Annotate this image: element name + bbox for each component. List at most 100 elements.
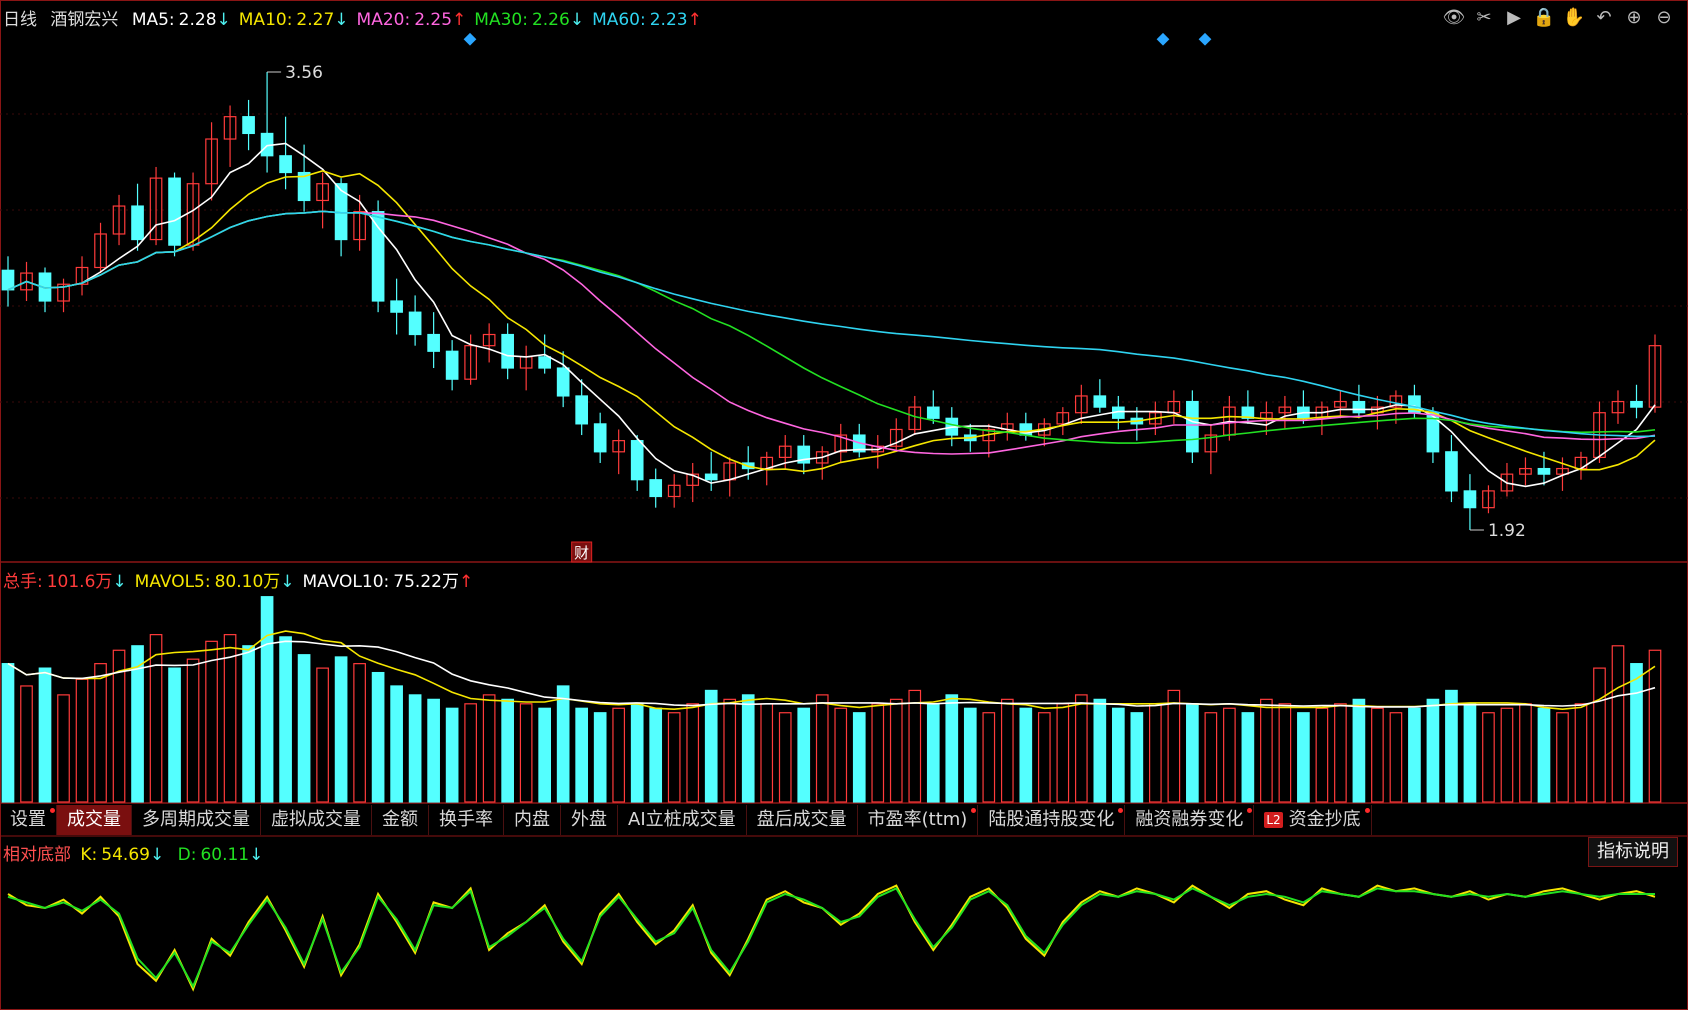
- ma-arrow: ↑: [687, 10, 702, 30]
- volume-bar: [408, 694, 422, 803]
- volume-value: 80.10万: [214, 572, 281, 592]
- high-price-label: 3.56: [285, 63, 323, 83]
- candle-body: [1056, 412, 1070, 425]
- tab-item[interactable]: 市盈率(ttm): [858, 805, 979, 835]
- k-legend: K: 54.69↓: [80, 845, 172, 865]
- tab-item[interactable]: 多周期成交量: [132, 805, 261, 835]
- zoom-in-icon[interactable]: ⊕: [1626, 7, 1642, 28]
- d-legend: D: 60.11↓: [178, 845, 272, 865]
- volume-bar: [1334, 703, 1347, 803]
- volume-legend-item: MAVOL5: 80.10万↓: [135, 572, 295, 592]
- ma-value: 2.26: [531, 10, 570, 30]
- tab-item[interactable]: 虚拟成交量: [261, 805, 372, 835]
- undo-icon[interactable]: ↶: [1596, 7, 1612, 28]
- volume-bar: [1037, 712, 1051, 803]
- ma60-line: [7, 210, 1656, 438]
- tab-label: 外盘: [571, 809, 607, 830]
- zoom-out-icon[interactable]: ⊖: [1656, 7, 1672, 28]
- ma-legend-item: MA5: 2.28↓: [132, 10, 231, 30]
- candle-body: [630, 440, 644, 481]
- tab-label: 设置: [10, 809, 46, 830]
- scissors-icon[interactable]: ✂: [1476, 7, 1492, 28]
- tab-item[interactable]: 陆股通持股变化: [978, 805, 1126, 835]
- eye-icon[interactable]: 👁: [1442, 7, 1466, 28]
- tab-label: 资金抄底: [1288, 809, 1361, 830]
- d-arrow: ↓: [249, 845, 264, 865]
- ma-value: 2.23: [649, 10, 688, 30]
- price-legend: 日线 酒钢宏兴 MA5: 2.28↓ MA10: 2.27↓ MA20: 2.25↑ MA3…: [3, 5, 718, 30]
- candle-body: [445, 350, 459, 380]
- volume-value: 101.6万: [46, 572, 113, 592]
- tab-label: 多周期成交量: [142, 809, 250, 830]
- ma20-line: [7, 210, 1656, 455]
- volume-bar: [186, 658, 200, 803]
- candle-body: [1556, 467, 1569, 475]
- volume-bar: [1352, 698, 1366, 803]
- mavol5-line: [7, 630, 1656, 711]
- tab-item[interactable]: 金额: [372, 805, 429, 835]
- candle-body: [1630, 400, 1643, 408]
- hand-icon[interactable]: ✋: [1562, 7, 1586, 28]
- candle-body: [1, 269, 15, 291]
- ma-arrow: ↓: [334, 10, 349, 30]
- tab-label: 内盘: [514, 809, 550, 830]
- indicator-help-button[interactable]: 指标说明: [1588, 837, 1678, 867]
- low-price-label: 1.92: [1488, 521, 1526, 541]
- k-value: 54.69: [101, 845, 150, 865]
- volume-bar: [667, 712, 681, 803]
- ma-label: MA20:: [356, 10, 411, 30]
- candle-body: [168, 177, 181, 246]
- ma-value: 2.28: [178, 10, 217, 30]
- tab-item[interactable]: L2 资金抄底: [1254, 805, 1372, 835]
- candle-body: [1334, 400, 1347, 408]
- tab-dot: [1118, 808, 1124, 813]
- volume-bar: [926, 703, 940, 803]
- volume-bar: [1463, 703, 1477, 803]
- tab-item[interactable]: 成交量: [57, 805, 132, 835]
- ma-legend-item: MA20: 2.25↑: [357, 10, 467, 30]
- volume-bar: [1315, 707, 1329, 803]
- volume-legend-item: 总手: 101.6万↓: [3, 572, 127, 592]
- volume-bar: [168, 667, 181, 803]
- candle-body: [482, 333, 496, 347]
- volume-bar: [1260, 698, 1273, 803]
- tab-label: AI立桩成交量: [628, 809, 736, 830]
- candle-body: [464, 345, 477, 380]
- volume-bar: [1186, 703, 1199, 803]
- volume-bar: [1371, 707, 1384, 803]
- tab-item[interactable]: 设置: [0, 805, 57, 835]
- volume-bar: [501, 698, 514, 803]
- event-marker-label: 财: [574, 544, 589, 562]
- volume-bar: [778, 712, 792, 803]
- volume-bar: [723, 698, 737, 803]
- tab-label: 陆股通持股变化: [988, 809, 1115, 830]
- ma-legend-item: MA10: 2.27↓: [239, 10, 349, 30]
- volume-bar: [334, 656, 348, 803]
- volume-bar: [260, 596, 274, 803]
- candle-body: [889, 428, 903, 447]
- volume-bar: [75, 678, 89, 803]
- tab-item[interactable]: 换手率: [429, 805, 504, 835]
- volume-bar: [538, 707, 551, 803]
- volume-bar: [1630, 663, 1643, 803]
- tab-item[interactable]: 外盘: [561, 805, 618, 835]
- volume-bar: [519, 703, 533, 803]
- candle-body: [205, 138, 218, 185]
- volume-bar: [445, 707, 459, 803]
- volume-bar: [149, 634, 163, 803]
- play-icon[interactable]: ▶: [1507, 7, 1521, 28]
- tab-item[interactable]: 内盘: [504, 805, 561, 835]
- candle-body: [390, 300, 403, 313]
- volume-bar: [20, 685, 33, 803]
- volume-bar: [1000, 698, 1014, 803]
- ma-arrow: ↑: [452, 10, 467, 30]
- candle-body: [279, 155, 292, 174]
- tab-item[interactable]: 盘后成交量: [747, 805, 858, 835]
- ma-legend-item: MA60: 2.23↑: [592, 10, 702, 30]
- tab-item[interactable]: 融资融券变化: [1125, 805, 1255, 835]
- candle-body: [149, 177, 163, 241]
- lock-icon[interactable]: 🔒: [1532, 7, 1556, 28]
- tab-dot: [1364, 808, 1370, 813]
- tab-item[interactable]: AI立桩成交量: [618, 805, 747, 835]
